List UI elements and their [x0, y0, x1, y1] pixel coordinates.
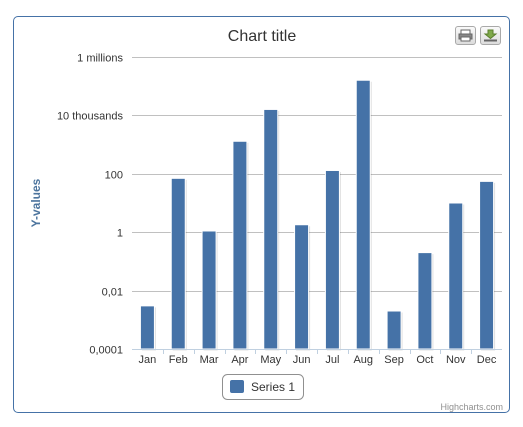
legend-item-label[interactable]: Series 1	[251, 380, 295, 394]
x-tick-label: Apr	[231, 354, 248, 366]
y-tick-label: 0,0001	[89, 345, 123, 357]
credits-link[interactable]: Highcharts.com	[440, 402, 503, 412]
download-icon	[483, 29, 498, 42]
bar[interactable]	[201, 230, 217, 350]
export-button[interactable]	[480, 26, 501, 45]
grid-lines	[132, 57, 502, 292]
y-tick-label: 1 millions	[77, 53, 123, 65]
bar[interactable]	[294, 224, 310, 350]
y-tick-label: 100	[105, 170, 123, 182]
x-tick-label: Jun	[293, 354, 311, 366]
y-tick-label: 1	[117, 228, 123, 240]
x-tick-label: Mar	[200, 354, 219, 366]
bar[interactable]	[479, 180, 495, 350]
x-tick-label: Nov	[446, 354, 466, 366]
printer-icon	[458, 29, 473, 42]
print-button[interactable]	[455, 26, 476, 45]
x-tick-label: Sep	[384, 354, 404, 366]
y-tick-label: 0,01	[102, 287, 123, 299]
x-tick-label: Feb	[169, 354, 188, 366]
bar[interactable]	[417, 252, 433, 350]
bar[interactable]	[324, 169, 340, 350]
legend-swatch	[230, 380, 244, 393]
bars	[139, 79, 496, 351]
bar[interactable]	[386, 310, 402, 350]
x-tick-label: Oct	[416, 354, 433, 366]
x-tick-label: Dec	[477, 354, 497, 366]
legend[interactable]: Series 1	[222, 374, 304, 400]
x-tick-label: Jul	[325, 354, 339, 366]
bar[interactable]	[448, 202, 464, 350]
y-tick-label: 10 thousands	[57, 111, 124, 123]
bar[interactable]	[139, 305, 155, 350]
x-tick-label: Aug	[353, 354, 373, 366]
bar[interactable]	[355, 79, 371, 350]
x-tick-label: May	[260, 354, 281, 366]
bar[interactable]	[170, 177, 186, 350]
y-axis-labels: 1 millions 10 thousands 100 1 0,01 0,0001	[57, 53, 124, 357]
bar[interactable]	[263, 108, 279, 350]
chart-container	[13, 16, 510, 413]
x-axis-labels: Jan Feb Mar Apr May Jun Jul Aug Sep Oct Nov Dec	[139, 349, 497, 366]
x-tick-label: Jan	[139, 354, 157, 366]
chart-title: Chart title	[228, 28, 297, 45]
y-axis-title: Y-values	[29, 178, 43, 227]
bar[interactable]	[232, 140, 248, 350]
